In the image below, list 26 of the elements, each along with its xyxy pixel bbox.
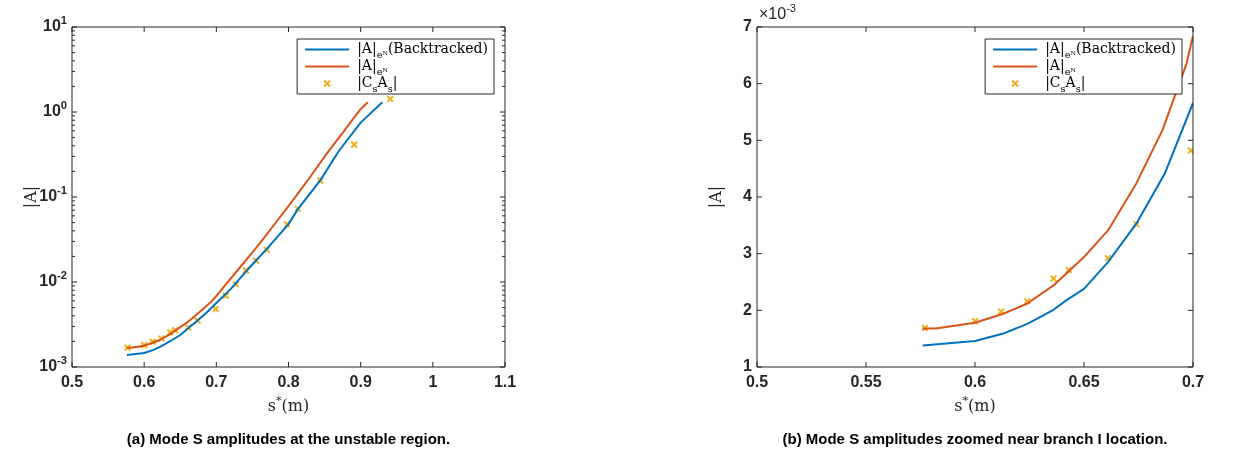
y-tick-label: 4 [743,187,753,205]
y-tick-label: 6 [743,74,753,92]
y-axis-title: |A| [21,185,41,209]
x-tick-label: 0.65 [1068,373,1100,391]
x-tick-label: 0.6 [133,373,156,391]
point [1049,274,1058,283]
y-tick-label: 7 [743,17,753,35]
x-tick-label: 1.1 [493,373,517,391]
y-tick-label: 1 [743,357,753,375]
x-tick-label: 0.5 [745,373,769,391]
x-tick-label: 0.7 [205,373,228,391]
x-axis-title: s*(m) [267,393,310,416]
x-tick-label: 0.8 [277,373,300,391]
y-tick-label: 3 [743,244,753,262]
text: (a) Mode S amplitudes at the unstable region. [126,430,451,448]
y-tick-label: 2 [743,300,753,318]
x-tick-label: 0.7 [1181,373,1205,391]
x-tick-label: 0.55 [850,373,882,391]
x-tick-label: 1 [428,373,438,391]
x-axis-title: s*(m) [954,393,996,416]
x-tick-label: 0.5 [60,373,84,391]
x-tick-label: 0.9 [349,373,372,391]
y-tick-label: 5 [743,130,753,148]
text: (b) Mode S amplitudes zoomed near branch I location. [782,430,1168,448]
y-axis-title: |A| [706,185,726,209]
x-tick-label: 0.6 [963,373,987,391]
